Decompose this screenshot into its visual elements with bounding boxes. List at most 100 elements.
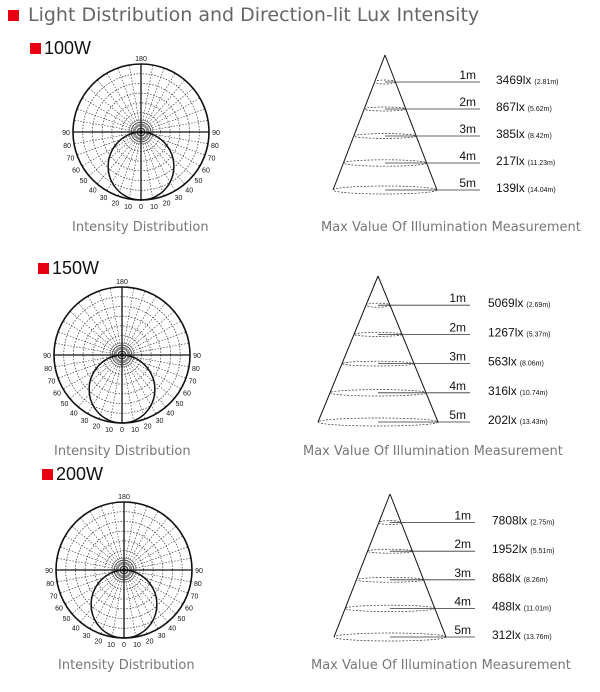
polar-spoke <box>121 354 182 390</box>
polar-spoke <box>123 569 184 605</box>
distance-label: 3m <box>449 350 466 364</box>
beam-diameter: (14.04m) <box>528 187 556 194</box>
angle-label: 90 <box>212 130 220 137</box>
angle-label: 180 <box>116 279 128 286</box>
polar-spoke <box>123 569 177 614</box>
polar-spoke <box>140 131 176 192</box>
polar-spoke <box>106 131 142 192</box>
angle-label: 60 <box>53 391 61 398</box>
polar-spoke <box>121 354 187 379</box>
angle-label: 20 <box>92 423 100 430</box>
angle-label: 10 <box>107 642 115 649</box>
polar-spoke <box>78 302 123 356</box>
polar-spoke <box>111 502 125 571</box>
beam-diameter: (2.69m) <box>526 302 550 309</box>
angle-label: 50 <box>178 616 186 623</box>
red-square-icon <box>30 43 41 54</box>
angle-label: 40 <box>168 625 176 632</box>
distance-label: 5m <box>454 623 471 637</box>
polar-spoke <box>121 354 135 423</box>
polar-spoke <box>128 131 142 200</box>
polar-spoke <box>64 569 125 605</box>
angle-label: 50 <box>63 616 71 623</box>
polar-spoke <box>123 569 148 635</box>
beam-diameter: (2.75m) <box>530 520 554 527</box>
red-square-icon <box>42 469 53 480</box>
polar-spoke <box>117 67 142 133</box>
lux-value: 7808lx (2.75m) <box>492 514 555 528</box>
beam-diameter: (11.01m) <box>524 605 552 612</box>
angle-label: 90 <box>45 568 53 575</box>
lux-value: 202lx (13.43m) <box>488 413 548 427</box>
polar-spoke <box>140 131 185 185</box>
polar-spoke <box>123 569 192 583</box>
angle-label: 40 <box>70 410 78 417</box>
angle-label: 60 <box>185 606 193 613</box>
polar-spoke <box>87 295 123 356</box>
angle-label: 40 <box>89 187 97 194</box>
polar-spoke <box>140 131 206 156</box>
angle-label: 50 <box>195 178 203 185</box>
polar-spoke <box>123 557 192 571</box>
cone-edge <box>384 54 438 191</box>
lux-value: 1267lx (5.37m) <box>488 325 551 339</box>
polar-spoke <box>100 569 125 635</box>
polar-spoke <box>140 131 165 197</box>
polar-spoke <box>64 535 125 571</box>
distance-label: 3m <box>454 566 471 580</box>
angle-label: 70 <box>208 156 216 163</box>
polar-spoke <box>88 131 142 176</box>
cone-edge <box>389 493 447 638</box>
beam-diameter: (8.06m) <box>520 361 544 368</box>
polar-spoke <box>80 569 125 623</box>
red-square-icon <box>38 263 49 274</box>
lux-value: 217lx (11.23m) <box>496 154 555 168</box>
polar-spoke <box>140 88 194 133</box>
wattage-label-200w: 200W <box>42 464 103 485</box>
polar-spoke <box>76 131 142 156</box>
polar-spoke <box>97 131 142 185</box>
lux-value: 316lx (10.74m) <box>488 384 548 398</box>
angle-label: 20 <box>146 638 154 645</box>
polar-spoke <box>123 526 177 571</box>
angle-label: 30 <box>175 195 183 202</box>
polar-spoke <box>123 569 159 630</box>
angle-label: 70 <box>50 594 58 601</box>
polar-spoke <box>121 287 135 356</box>
cone-caption: Max Value Of Illumination Measurement <box>321 220 581 235</box>
polar-spoke <box>106 72 142 133</box>
angle-label: 180 <box>118 494 130 501</box>
wattage-text: 100W <box>44 38 92 58</box>
beam-diameter: (8.26m) <box>524 577 548 584</box>
angle-label: 90 <box>195 568 203 575</box>
angle-label: 40 <box>72 625 80 632</box>
angle-label: 30 <box>81 418 89 425</box>
polar-spoke <box>123 502 137 571</box>
angle-label: 0 <box>139 204 143 211</box>
angle-label: 60 <box>183 391 191 398</box>
polar-spoke <box>121 354 146 420</box>
angle-label: 80 <box>44 366 52 373</box>
angle-label: 10 <box>150 204 158 211</box>
polar-spoke <box>140 108 206 133</box>
polar-spoke <box>69 354 123 399</box>
polar-spoke <box>140 119 209 133</box>
polar-spoke <box>121 354 166 408</box>
illumination-cone: 1m 3469lx (2.81m) 2m 867lx (5.62m) 3m 385lx (8.4… <box>332 54 559 195</box>
polar-spoke <box>140 67 165 133</box>
angle-label: 80 <box>192 366 200 373</box>
angle-label: 30 <box>158 633 166 640</box>
angle-label: 60 <box>202 168 210 175</box>
polar-spoke <box>121 354 190 368</box>
polar-spoke <box>62 354 123 390</box>
lux-value: 868lx (8.26m) <box>492 571 548 585</box>
distance-label: 3m <box>459 122 476 136</box>
polar-spoke <box>140 72 176 133</box>
polar-spoke <box>121 295 157 356</box>
polar-caption: Intensity Distribution <box>58 658 195 673</box>
beam-diameter: (2.81m) <box>534 79 558 86</box>
angle-label: 20 <box>163 200 171 207</box>
angle-label: 20 <box>94 638 102 645</box>
